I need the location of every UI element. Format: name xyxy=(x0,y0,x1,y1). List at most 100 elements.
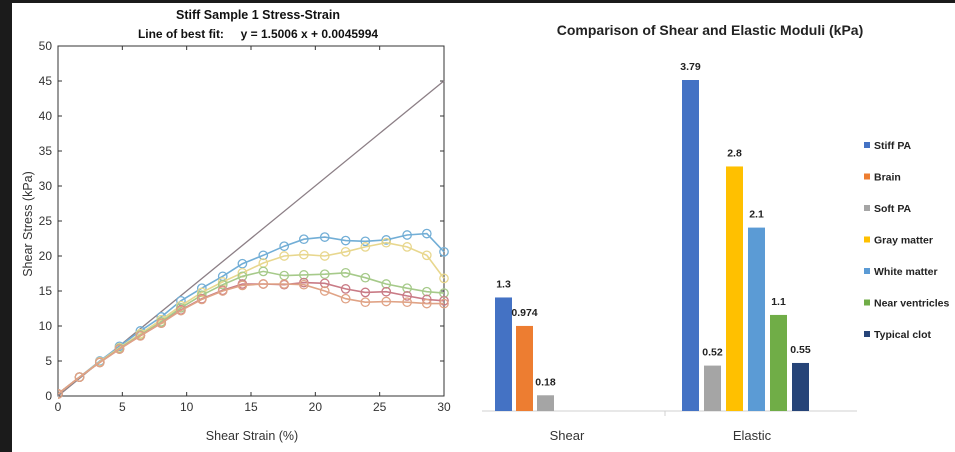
bar-near-ventricles-elastic xyxy=(770,314,787,411)
data-point-marker xyxy=(402,242,412,252)
data-point-marker xyxy=(319,269,330,280)
data-point-marker xyxy=(299,279,309,290)
legend-entry-soft-pa: Soft PA xyxy=(874,203,912,215)
bar-data-label: 0.974 xyxy=(511,307,537,319)
data-point-marker xyxy=(319,278,330,289)
bar-soft-pa-elastic xyxy=(704,365,721,411)
right-chart-plot-area: Shear 1.3 0.974 0.18 Elastic 3.79 0.52 2.8 2.1 1.… xyxy=(482,61,857,443)
data-point-marker xyxy=(135,330,146,341)
y-tick-label: 5 xyxy=(45,354,52,368)
x-tick-label: 10 xyxy=(180,400,194,414)
bar-stiff-pa-shear xyxy=(495,297,512,411)
y-tick-label: 20 xyxy=(39,249,53,263)
data-point-marker xyxy=(319,251,330,261)
legend-entry-gray-matter: Gray matter xyxy=(874,235,933,247)
data-point-marker xyxy=(439,273,449,284)
data-point-marker xyxy=(340,284,351,294)
data-point-marker xyxy=(421,228,432,239)
y-tick-label: 45 xyxy=(39,74,53,88)
data-point-marker xyxy=(58,389,63,399)
data-point-marker xyxy=(279,279,290,289)
data-point-marker xyxy=(381,279,392,289)
data-point-marker xyxy=(402,291,412,301)
bar-typical-clot-elastic xyxy=(792,362,809,411)
bar-data-label: 0.52 xyxy=(702,347,723,359)
left-chart-title: Stiff Sample 1 Stress-Strain xyxy=(176,8,340,22)
data-point-marker xyxy=(196,294,207,305)
data-point-marker xyxy=(402,283,412,294)
data-point-marker xyxy=(439,295,449,306)
bar-data-label: 2.8 xyxy=(727,147,742,159)
data-point-marker xyxy=(340,293,351,304)
data-point-marker xyxy=(360,287,371,298)
bar-data-label: 0.55 xyxy=(790,344,811,356)
x-tick-label: 30 xyxy=(437,400,451,414)
bar-gray-matter-elastic xyxy=(726,166,743,411)
legend-swatch xyxy=(864,173,870,180)
data-point-marker xyxy=(217,279,228,290)
data-point-marker xyxy=(94,357,105,368)
stress-series-5 xyxy=(58,279,449,399)
x-tick-label: 20 xyxy=(309,400,323,414)
data-point-marker xyxy=(156,318,167,329)
bar-soft-pa-shear xyxy=(537,395,554,411)
legend-swatch xyxy=(864,299,870,306)
data-point-marker xyxy=(402,297,412,308)
left-chart-plot-area: 0 5 10 15 20 25 30 0 5 10 15 20 25 30 35 40 45 50 xyxy=(39,39,451,414)
bar-stiff-pa-elastic xyxy=(682,80,699,411)
y-tick-label: 0 xyxy=(45,389,52,403)
figure-panel: Stiff Sample 1 Stress-Strain Line of bes… xyxy=(12,3,955,452)
data-point-marker xyxy=(360,272,371,283)
figure-svg: Stiff Sample 1 Stress-Strain Line of bes… xyxy=(21,8,949,443)
data-point-marker xyxy=(381,235,392,245)
bar-data-label: 2.1 xyxy=(749,209,764,221)
data-point-marker xyxy=(279,251,290,261)
legend-swatch xyxy=(864,205,870,211)
data-point-marker xyxy=(114,344,125,354)
data-point-marker xyxy=(299,249,309,260)
y-tick-label: 35 xyxy=(39,144,53,158)
data-point-marker xyxy=(258,279,269,289)
bar-white-matter-elastic xyxy=(748,227,765,411)
y-tick-label: 50 xyxy=(39,39,53,53)
x-tick-label: 25 xyxy=(373,400,387,414)
y-tick-label: 10 xyxy=(39,319,53,333)
data-point-marker xyxy=(299,234,309,245)
data-point-marker xyxy=(421,298,432,309)
x-tick-label: 15 xyxy=(244,400,258,414)
legend-swatch xyxy=(864,268,870,274)
left-chart-axes-box xyxy=(57,45,445,397)
legend-entry-stiff-pa: Stiff PA xyxy=(874,140,912,152)
data-point-marker xyxy=(421,250,432,261)
data-point-marker xyxy=(299,270,309,280)
data-point-marker xyxy=(258,250,269,261)
bar-brain-shear xyxy=(516,325,533,411)
legend-entry-white-matter: White matter xyxy=(874,266,938,278)
left-chart-x-axis-label: Shear Strain (%) xyxy=(206,429,298,443)
bar-data-label: 1.3 xyxy=(496,278,511,290)
data-point-marker xyxy=(319,286,330,296)
legend-swatch xyxy=(864,142,870,148)
legend-swatch xyxy=(864,236,870,243)
bar-data-label: 1.1 xyxy=(771,296,786,308)
data-point-marker xyxy=(381,286,392,297)
y-tick-label: 15 xyxy=(39,284,53,298)
data-point-marker xyxy=(381,296,392,307)
data-point-marker xyxy=(237,258,248,269)
data-point-marker xyxy=(439,288,449,298)
category-label-elastic: Elastic xyxy=(733,428,772,443)
data-point-marker xyxy=(258,266,269,277)
data-point-marker xyxy=(279,241,290,252)
x-tick-label: 0 xyxy=(55,400,62,414)
data-point-marker xyxy=(217,286,228,296)
right-chart-legend: Stiff PA Brain Soft PA Gray matter White mat… xyxy=(864,140,949,341)
legend-entry-brain: Brain xyxy=(874,172,901,184)
right-chart-title: Comparison of Shear and Elastic Moduli (… xyxy=(557,22,864,38)
category-label-shear: Shear xyxy=(550,428,585,443)
legend-swatch xyxy=(864,331,870,337)
data-point-marker xyxy=(421,286,432,297)
data-point-marker xyxy=(237,271,248,282)
left-chart-y-axis-label: Shear Stress (kPa) xyxy=(21,171,35,277)
data-point-marker xyxy=(340,267,351,278)
data-point-marker xyxy=(402,230,412,240)
